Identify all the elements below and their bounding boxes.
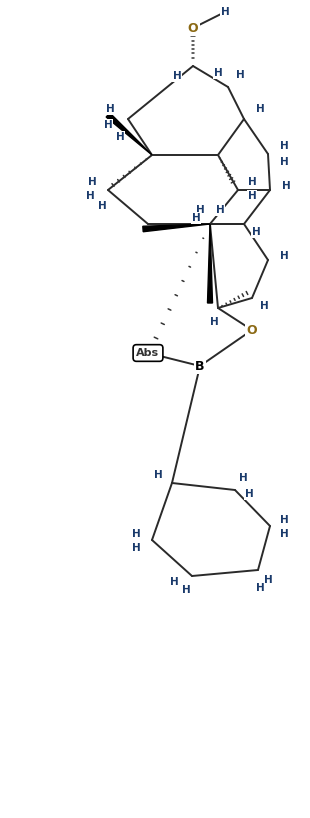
- Polygon shape: [143, 224, 210, 231]
- Text: H: H: [216, 205, 224, 215]
- Text: H: H: [264, 575, 272, 585]
- Text: H: H: [248, 177, 256, 187]
- Polygon shape: [207, 224, 212, 303]
- Text: H: H: [173, 71, 181, 81]
- Text: H: H: [260, 301, 268, 311]
- Text: H: H: [192, 213, 200, 223]
- Text: H: H: [280, 529, 288, 539]
- Text: H: H: [281, 181, 290, 191]
- Polygon shape: [106, 113, 152, 155]
- Text: H: H: [132, 543, 140, 553]
- Text: H: H: [214, 68, 222, 78]
- Text: H: H: [280, 141, 288, 151]
- Text: H: H: [98, 201, 106, 211]
- Text: B: B: [195, 359, 205, 372]
- Text: H: H: [280, 515, 288, 525]
- Text: H: H: [116, 132, 124, 142]
- Text: H: H: [182, 585, 190, 595]
- Text: H: H: [170, 577, 178, 587]
- Text: H: H: [256, 583, 264, 593]
- Text: H: H: [86, 191, 94, 201]
- Text: H: H: [104, 120, 112, 130]
- Text: H: H: [88, 177, 96, 187]
- Text: H: H: [154, 470, 162, 480]
- Text: H: H: [248, 191, 256, 201]
- Text: O: O: [188, 21, 198, 34]
- Text: H: H: [280, 157, 288, 167]
- Text: H: H: [280, 251, 288, 261]
- Text: H: H: [132, 529, 140, 539]
- Text: H: H: [106, 104, 114, 114]
- Text: H: H: [256, 104, 264, 114]
- Text: H: H: [245, 489, 253, 499]
- Text: Abs: Abs: [136, 348, 160, 358]
- Text: H: H: [236, 70, 244, 80]
- Text: O: O: [247, 323, 257, 336]
- Text: H: H: [210, 317, 218, 327]
- Text: H: H: [221, 7, 229, 17]
- Text: H: H: [252, 227, 260, 237]
- Text: H: H: [239, 473, 247, 483]
- Text: H: H: [196, 205, 204, 215]
